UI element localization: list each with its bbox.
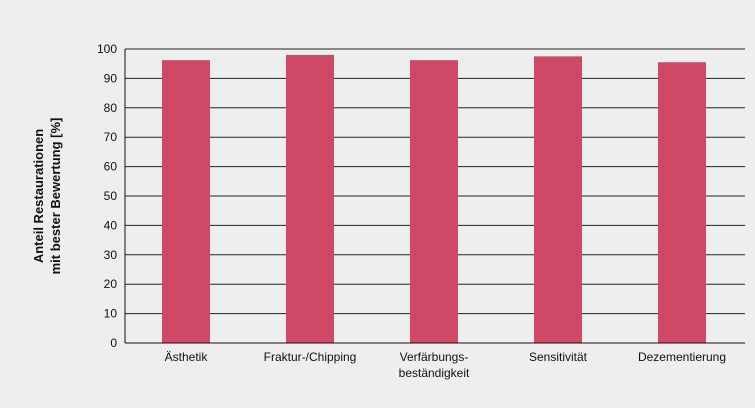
y-axis-label-line: mit bester Bewertung [%] [48, 118, 63, 275]
bar [534, 56, 582, 343]
bars [162, 54, 706, 344]
y-tick-label: 50 [104, 189, 118, 203]
x-category-label: Ästhetik [165, 350, 209, 364]
y-axis-label: Anteil Restaurationen mit bester Bewertun… [31, 118, 63, 275]
x-category-labels: Ästhetik Fraktur-/Chipping Verfärbungs-bes… [165, 350, 726, 380]
y-tick-label: 80 [104, 101, 118, 115]
x-category-label: Sensitivität [529, 350, 588, 364]
bar [410, 60, 458, 344]
y-tick-label: 70 [104, 130, 118, 144]
y-axis-label-line: Anteil Restaurationen [31, 129, 46, 263]
y-tick-label: 20 [104, 277, 118, 291]
bar [162, 60, 210, 344]
y-tick-label: 90 [104, 71, 118, 85]
y-tick-label: 100 [97, 42, 117, 56]
y-tick-label: 0 [110, 336, 117, 350]
y-tick-label: 60 [104, 160, 118, 174]
bar [658, 62, 706, 343]
x-category-label: Dezementierung [638, 350, 726, 364]
y-tick-labels: 0 10 20 30 40 50 60 70 80 90 100 [97, 42, 117, 350]
bar [286, 54, 334, 343]
y-tick-label: 30 [104, 248, 118, 262]
y-tick-label: 10 [104, 307, 118, 321]
x-category-label: Verfärbungs- [400, 350, 469, 364]
x-category-label: beständigkeit [399, 366, 470, 380]
y-tick-label: 40 [104, 218, 118, 232]
axes [124, 49, 745, 344]
x-category-label: Fraktur-/Chipping [264, 350, 357, 364]
